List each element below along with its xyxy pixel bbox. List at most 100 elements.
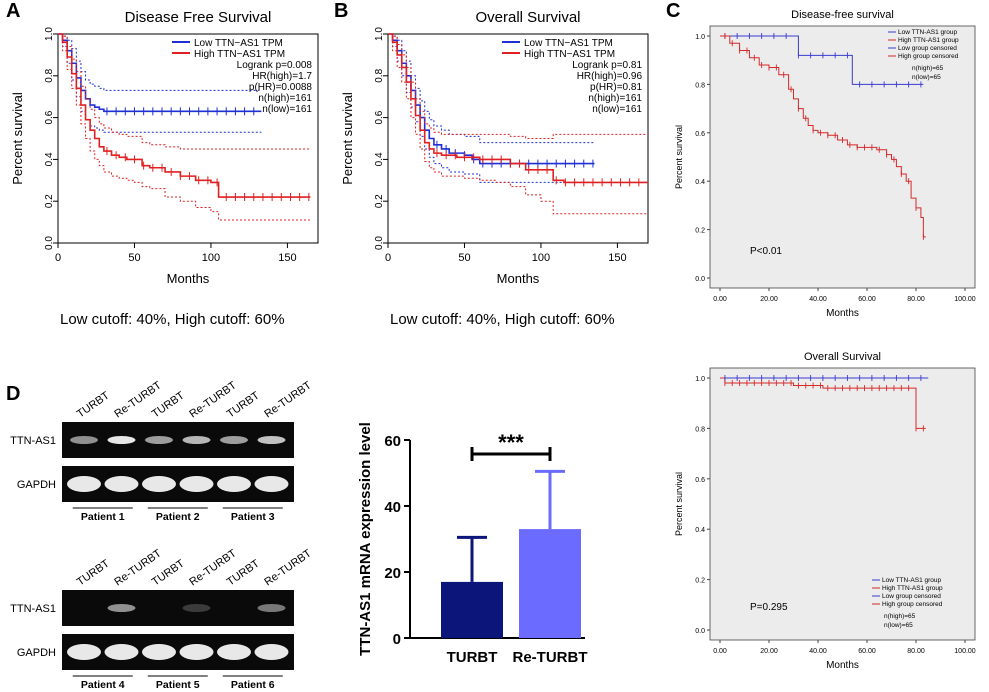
y-tick-label: 1.0 — [695, 34, 705, 41]
y-tick-label: 0.0 — [695, 628, 705, 635]
gel-band — [182, 604, 211, 612]
km-chart-overall-b: Overall Survival Months Percent survival 0 5… — [340, 9, 649, 286]
x-tick-label: TURBT — [447, 649, 498, 666]
stat-text-1: HR(high)=1.7 — [252, 71, 312, 82]
legend-label-3: High group censored — [882, 601, 943, 608]
legend-label-2: Low group censored — [898, 45, 957, 52]
plot-frame — [709, 25, 976, 289]
cutoff-caption-b: Low cutoff: 40%, High cutoff: 60% — [390, 311, 615, 328]
x-tick-label: 150 — [608, 252, 626, 264]
stat-text-3: n(high)=161 — [258, 93, 312, 104]
legend-label-0: Low TTN-AS1 group — [898, 29, 958, 36]
y-tick-label: 0.2 — [44, 194, 55, 208]
stat-text-2: p(HR)=0.0088 — [249, 82, 313, 93]
gel-band — [70, 436, 98, 444]
x-tick-label: 20.00 — [760, 648, 778, 655]
patient-label: Patient 1 — [81, 511, 125, 523]
patient-label: Patient 2 — [156, 511, 200, 523]
gel-band — [104, 476, 139, 492]
gel-band — [257, 436, 286, 444]
gel-row-label: GAPDH — [17, 647, 56, 659]
n-text-0: n(high)=65 — [884, 613, 916, 620]
y-tick-label: 0.8 — [374, 68, 385, 82]
panel-label-b: B — [334, 0, 349, 22]
gel-ttn-as1 — [62, 422, 294, 458]
gel-ttn-as1 — [62, 590, 294, 626]
cutoff-caption-a: Low cutoff: 40%, High cutoff: 60% — [60, 311, 285, 328]
n-text-0: n(high)=65 — [912, 65, 944, 72]
y-tick-label: 1.0 — [695, 376, 705, 383]
gel-band — [67, 476, 101, 492]
y-tick-label: 1.0 — [374, 27, 385, 41]
x-tick-label: 40.00 — [809, 296, 827, 303]
gel-band — [145, 436, 173, 444]
y-tick-label: 0.8 — [695, 82, 705, 89]
x-tick-label: 100.00 — [954, 648, 976, 655]
x-tick-label: 0 — [385, 252, 391, 264]
km-chart-disease-free-c: Disease-free survival Months Percent survi… — [674, 9, 976, 319]
y-tick-label: 0.6 — [44, 110, 55, 124]
km-series-1 — [58, 33, 262, 91]
gel-row-label: TTN-AS1 — [10, 603, 56, 615]
legend-label-1: High TTN−AS1 TPM — [194, 49, 285, 60]
y-axis-label: Percent survival — [674, 472, 684, 536]
legend-label-1: High TTN−AS1 TPM — [524, 49, 615, 60]
km-chart-disease-free-a: Disease Free Survival Months Percent survi… — [10, 9, 319, 286]
x-axis-label: Months — [826, 308, 859, 319]
lane-label: TURBT — [75, 557, 112, 588]
lane-label: Re-TURBT — [262, 547, 310, 588]
y-tick-label: 0.6 — [374, 110, 385, 124]
panel-label-c: C — [666, 0, 681, 22]
n-text-1: n(low)=65 — [912, 74, 941, 81]
stat-text-1: HR(high)=0.96 — [577, 71, 643, 82]
stat-text-2: p(HR)=0.81 — [590, 82, 642, 93]
bar-chart-expression: 0 20 40 60 TTN-AS1 mRNA expression level TURB… — [357, 422, 588, 666]
y-axis-label: Percent survival — [340, 92, 355, 185]
patient-label: Patient 5 — [156, 679, 200, 691]
panel-label-a: A — [6, 0, 21, 22]
stat-text-4: n(low)=161 — [592, 104, 642, 115]
lane-label: TURBT — [75, 389, 112, 420]
gel-band — [257, 604, 286, 612]
x-tick-label: 80.00 — [907, 296, 925, 303]
stat-text-3: n(high)=161 — [588, 93, 642, 104]
gel-band — [217, 476, 251, 492]
y-axis-label: Percent survival — [10, 92, 25, 185]
gel-band — [142, 644, 176, 660]
legend-label-0: Low TTN−AS1 TPM — [524, 38, 613, 49]
x-tick-label: 0 — [55, 252, 61, 264]
plot-frame — [57, 33, 319, 244]
y-tick-label: 0.0 — [374, 236, 385, 250]
stat-text-0: Logrank p=0.81 — [572, 60, 642, 71]
gel-band — [254, 476, 289, 492]
gel-band — [107, 436, 136, 444]
gel-band — [179, 476, 214, 492]
y-tick-label: 0.8 — [44, 68, 55, 82]
plot-frame — [709, 367, 976, 641]
y-tick-label: 0.6 — [695, 477, 705, 484]
y-tick-label: 0.4 — [44, 152, 55, 166]
gel-band — [107, 604, 136, 612]
x-axis-label: Months — [497, 271, 540, 286]
gel-band — [179, 644, 214, 660]
x-tick-label: 0.00 — [713, 648, 727, 655]
chart-title: Disease-free survival — [791, 9, 894, 21]
y-tick-label: 0.4 — [695, 179, 705, 186]
p-value-text: P=0.295 — [750, 602, 788, 613]
km-chart-overall-c: Overall Survival Months Percent survival 0.… — [674, 351, 976, 671]
y-axis-label: TTN-AS1 mRNA expression level — [357, 422, 374, 656]
x-tick-label: 80.00 — [907, 648, 925, 655]
chart-title: Overall Survival — [804, 351, 881, 363]
x-axis-label: Months — [167, 271, 210, 286]
y-tick-label: 0.4 — [374, 152, 385, 166]
x-tick-label: Re-TURBT — [513, 649, 588, 666]
y-tick-label: 0.2 — [374, 194, 385, 208]
gel-row-label: GAPDH — [17, 479, 56, 491]
km-series-5 — [388, 33, 648, 215]
x-tick-label: 40.00 — [809, 648, 827, 655]
x-tick-label: 150 — [278, 252, 296, 264]
bar-re-turbt — [519, 529, 581, 638]
km-series-4 — [58, 33, 311, 150]
plot-frame — [387, 33, 649, 244]
y-tick-label: 0.6 — [695, 131, 705, 138]
